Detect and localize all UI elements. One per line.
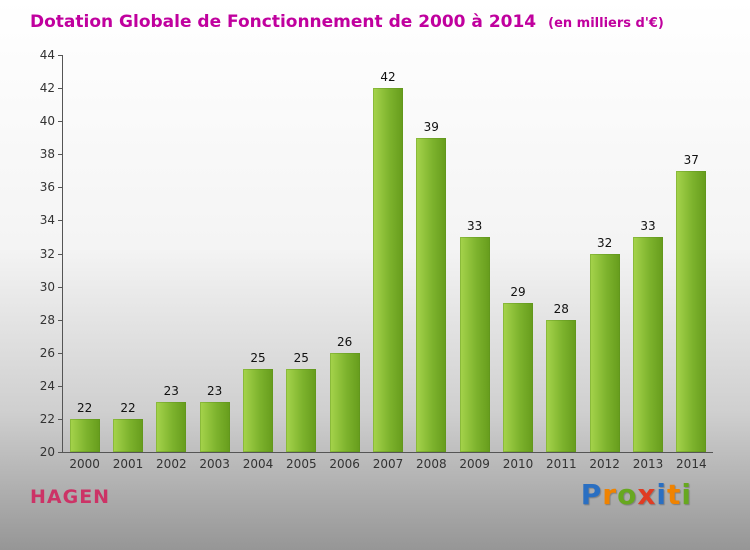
y-tick-label: 44 xyxy=(39,48,55,62)
footer-town-label: HAGEN xyxy=(30,486,111,508)
bar xyxy=(589,253,620,452)
bar xyxy=(329,352,360,452)
x-tick-label: 2010 xyxy=(502,457,534,471)
bar xyxy=(199,402,230,452)
x-tick-label: 2008 xyxy=(416,457,447,471)
x-tick-label: 2004 xyxy=(242,457,274,471)
bar xyxy=(243,369,273,452)
y-tick-label: 40 xyxy=(39,114,55,129)
x-tick-label: 2013 xyxy=(632,457,664,471)
chart-subtitle: (en milliers d'€) xyxy=(548,16,664,31)
bar xyxy=(373,88,403,452)
proxiti-logo-letter: t xyxy=(667,478,682,511)
y-tick-mark xyxy=(58,385,62,387)
bar xyxy=(503,303,533,452)
y-tick-mark xyxy=(58,418,62,420)
proxiti-logo-letter: o xyxy=(617,478,638,511)
x-tick-label: 2006 xyxy=(329,457,360,471)
bar xyxy=(286,369,317,452)
bar-value-label: 22 xyxy=(77,400,93,415)
x-tick-label: 2011 xyxy=(546,457,577,471)
bar xyxy=(546,319,577,452)
bar xyxy=(676,170,707,452)
y-tick-label: 22 xyxy=(39,411,55,426)
y-tick-mark xyxy=(58,352,62,354)
y-tick-mark xyxy=(58,55,62,56)
y-tick-mark xyxy=(58,154,62,156)
x-tick-label: 2003 xyxy=(199,457,230,471)
y-tick-label: 24 xyxy=(39,378,55,393)
y-tick-mark xyxy=(58,187,62,189)
y-tick-label: 32 xyxy=(39,246,55,261)
proxiti-logo-letter: i xyxy=(656,478,667,511)
y-tick-mark xyxy=(58,220,62,222)
x-tick-label: 2002 xyxy=(156,457,187,471)
proxiti-logo-letter: r xyxy=(602,478,618,511)
plot-area: 20 22 24 26 28 30 32 34 36 38 40 42 44 22 2000 22 2001 23… xyxy=(40,48,713,471)
x-tick-label: 2005 xyxy=(286,457,317,471)
chart-title: Dotation Globale de Fonctionnement de 20… xyxy=(30,12,537,32)
bar-value-label: 25 xyxy=(250,351,266,366)
y-tick-mark xyxy=(58,319,62,321)
bar xyxy=(113,418,143,452)
proxiti-logo-letter: x xyxy=(637,478,657,511)
bar-value-label: 29 xyxy=(510,285,526,300)
bar xyxy=(156,402,187,452)
proxiti-logo-letter: i xyxy=(681,478,692,511)
bar xyxy=(416,137,447,452)
y-tick-label: 36 xyxy=(39,180,55,195)
x-tick-label: 2001 xyxy=(112,457,144,471)
bar-value-label: 42 xyxy=(380,70,396,85)
y-tick-mark xyxy=(58,286,62,288)
y-tick-label: 30 xyxy=(39,279,55,294)
y-tick-mark xyxy=(58,452,62,453)
x-tick-label: 2009 xyxy=(459,457,490,471)
bar-value-label: 32 xyxy=(597,235,613,250)
y-tick-label: 28 xyxy=(39,312,55,327)
bar xyxy=(633,236,663,452)
y-tick-label: 42 xyxy=(39,81,55,96)
bar-value-label: 39 xyxy=(423,119,439,134)
y-tick-label: 20 xyxy=(39,445,55,459)
y-tick-label: 38 xyxy=(39,147,55,162)
bar-value-label: 26 xyxy=(337,334,353,349)
chart-header: Dotation Globale de Fonctionnement de 20… xyxy=(30,12,664,32)
y-tick-mark xyxy=(58,88,62,90)
bar-value-label: 23 xyxy=(163,384,179,399)
proxiti-logo-letter: P xyxy=(580,478,603,511)
x-tick-label: 2007 xyxy=(372,457,404,471)
y-tick-mark xyxy=(58,253,62,255)
bar xyxy=(69,418,100,452)
proxiti-logo: Proxiti xyxy=(581,478,692,511)
bar-value-label: 33 xyxy=(467,218,483,233)
x-tick-label: 2014 xyxy=(676,457,707,471)
bar xyxy=(459,236,490,452)
x-tick-label: 2012 xyxy=(589,457,620,471)
bar-value-label: 22 xyxy=(120,400,136,415)
bar-value-label: 33 xyxy=(640,218,656,233)
bar-value-label: 23 xyxy=(207,384,223,399)
y-tick-label: 34 xyxy=(39,213,55,228)
y-tick-label: 26 xyxy=(39,345,55,360)
x-tick-label: 2000 xyxy=(69,457,100,471)
bar-value-label: 28 xyxy=(553,301,569,316)
bar-value-label: 37 xyxy=(683,152,699,167)
bar-value-label: 25 xyxy=(293,351,309,366)
y-tick-mark xyxy=(58,121,62,123)
